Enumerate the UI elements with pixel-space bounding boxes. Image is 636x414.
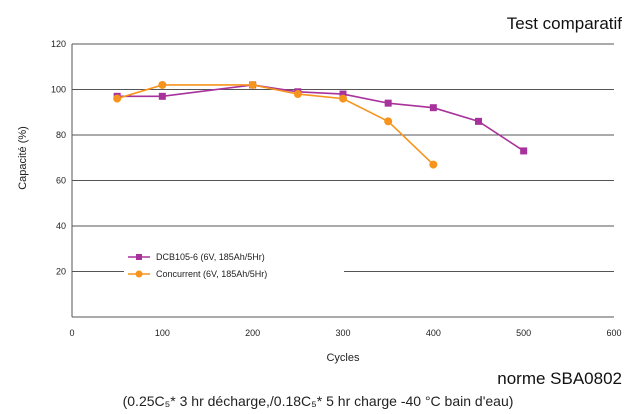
- axis-layer: 20 40 60 80 100 120 0 100 200 300 400 500 600: [51, 39, 622, 338]
- y-tick-label: 20: [56, 267, 66, 277]
- x-tick-label: 0: [69, 328, 74, 338]
- series-1: [113, 81, 528, 155]
- legend-background: [124, 249, 344, 282]
- y-tick-label: 60: [56, 176, 66, 186]
- y-axis-label: Capacité (%): [17, 126, 29, 190]
- legend: DCB105-6 (6V, 185Ah/5Hr) Concurrent (6V, …: [124, 249, 344, 282]
- series-2: [113, 80, 438, 169]
- legend-label: DCB105-6 (6V, 185Ah/5Hr): [156, 252, 265, 262]
- data-point: [475, 117, 482, 125]
- x-axis-label: Cycles: [326, 352, 360, 364]
- data-point: [429, 104, 437, 112]
- grid-layer: [72, 43, 614, 272]
- data-point: [158, 80, 167, 89]
- data-point: [339, 94, 347, 103]
- data-point: [158, 92, 166, 100]
- x-tick-label: 200: [245, 328, 260, 338]
- test-conditions: (0.25C₅* 3 hr décharge,/0.18C₅* 5 hr cha…: [122, 393, 514, 409]
- y-tick-label: 120: [51, 39, 66, 49]
- x-tick-label: 400: [426, 328, 441, 338]
- x-tick-label: 500: [516, 328, 531, 338]
- data-point: [293, 90, 302, 99]
- legend-marker: [136, 254, 142, 260]
- y-tick-label: 40: [56, 221, 66, 231]
- test-standard: norme SBA0802: [497, 369, 622, 388]
- data-point: [520, 147, 528, 155]
- x-tick-label: 600: [606, 328, 621, 338]
- series-line-1: [117, 84, 525, 152]
- data-point: [339, 90, 347, 98]
- data-point: [113, 94, 122, 103]
- y-tick-label: 80: [56, 130, 66, 140]
- legend-label: Concurrent (6V, 185Ah/5Hr): [156, 269, 267, 279]
- data-point: [248, 80, 257, 89]
- x-tick-label: 300: [335, 328, 350, 338]
- chart-title: Test comparatif: [506, 14, 622, 33]
- y-tick-label: 100: [51, 85, 66, 95]
- data-point: [384, 99, 392, 107]
- x-tick-label: 100: [155, 328, 170, 338]
- legend-marker: [135, 270, 143, 278]
- series-layer: [113, 80, 528, 169]
- data-point: [384, 117, 393, 126]
- data-point: [429, 160, 438, 169]
